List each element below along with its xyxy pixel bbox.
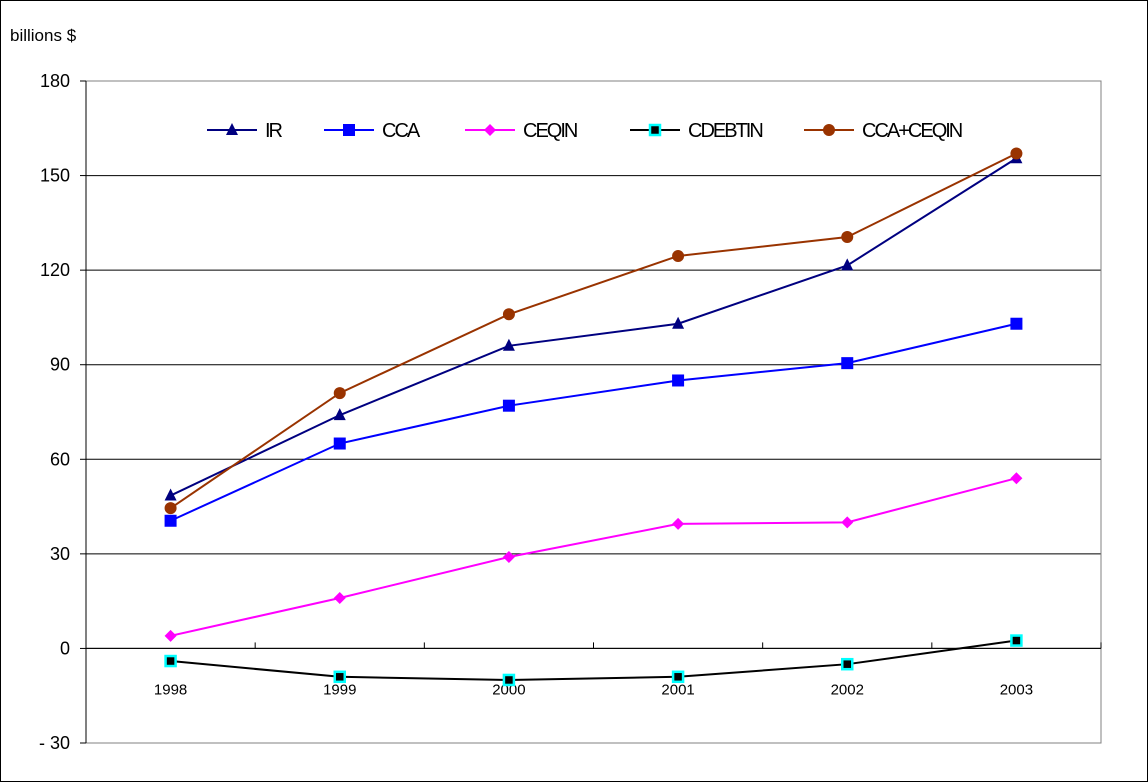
legend-marker	[343, 124, 355, 136]
data-point	[672, 374, 685, 387]
data-point	[1010, 317, 1023, 330]
legend-marker	[648, 123, 662, 137]
data-point	[333, 591, 346, 604]
y-tick-label: 60	[50, 449, 70, 469]
series-line	[170, 157, 1017, 497]
series-4	[164, 147, 1023, 515]
data-point	[841, 258, 854, 271]
legend-item-0: IR	[207, 120, 285, 142]
data-point	[671, 670, 685, 684]
data-point	[672, 249, 685, 262]
data-point	[333, 670, 346, 684]
data-point	[164, 654, 177, 668]
y-tick-label: 120	[40, 260, 70, 280]
x-tick-label: 2000	[492, 681, 525, 698]
data-point	[164, 488, 177, 501]
y-unit-label: billions $	[10, 26, 77, 45]
gridlines	[86, 175, 1101, 649]
data-point	[502, 308, 515, 321]
data-point	[841, 657, 854, 671]
data-point	[164, 502, 177, 515]
series-line	[170, 152, 1017, 509]
series-0	[164, 151, 1023, 501]
y-tick-label: 150	[40, 166, 70, 186]
series-group	[164, 147, 1023, 687]
data-point	[1010, 634, 1023, 647]
data-point	[841, 231, 854, 244]
y-tick-label: 30	[50, 544, 70, 564]
legend-label: CCA	[382, 120, 421, 142]
data-point	[502, 673, 516, 687]
data-point	[1010, 147, 1023, 160]
legend-marker	[823, 124, 835, 136]
legend-marker	[484, 124, 496, 136]
data-point	[672, 316, 685, 329]
x-tick-label: 2001	[661, 681, 694, 698]
data-point	[502, 551, 515, 564]
series-line	[170, 639, 1017, 681]
x-tick-label: 2002	[831, 681, 864, 698]
data-point	[502, 399, 515, 412]
legend-marker	[226, 123, 238, 135]
x-tick-label: 1999	[323, 681, 356, 698]
legend: IR CCA CEQIN CDEBTIN CCA+CEQIN	[207, 120, 964, 142]
series-line	[170, 477, 1017, 637]
legend-label: IR	[265, 120, 283, 142]
y-tick-label: 180	[40, 71, 70, 91]
data-point	[841, 516, 854, 529]
series-2	[164, 472, 1023, 642]
data-point	[333, 387, 346, 400]
series-3	[164, 634, 1023, 687]
data-point	[502, 338, 515, 351]
legend-item-3: CDEBTIN	[630, 120, 764, 142]
x-tick-label: 2003	[1000, 681, 1033, 698]
legend-label: CCA+CEQIN	[862, 120, 962, 142]
x-tick-label: 1998	[154, 681, 187, 698]
legend-item-2: CEQIN	[465, 120, 579, 142]
legend-item-4: CCA+CEQIN	[804, 120, 964, 142]
data-point	[1010, 472, 1023, 485]
y-tick-label: 0	[60, 638, 70, 658]
data-point	[333, 437, 346, 450]
legend-label: CEQIN	[523, 120, 577, 142]
data-point	[164, 629, 177, 642]
data-point	[333, 408, 346, 421]
legend-item-1: CCA	[324, 120, 423, 142]
series-line	[170, 322, 1017, 522]
y-tick-label: 90	[50, 355, 70, 375]
x-axis-ticks: 1998 1999 2000 2001 2002 2003	[85, 642, 1102, 698]
series-1	[164, 317, 1023, 527]
legend-label: CDEBTIN	[688, 120, 762, 142]
data-point	[841, 357, 854, 370]
data-point	[672, 517, 685, 530]
data-point	[164, 514, 177, 527]
y-axis-ticks: 180 150 120 90 60 30 0 - 30	[39, 71, 86, 753]
y-tick-label: - 30	[39, 733, 70, 753]
